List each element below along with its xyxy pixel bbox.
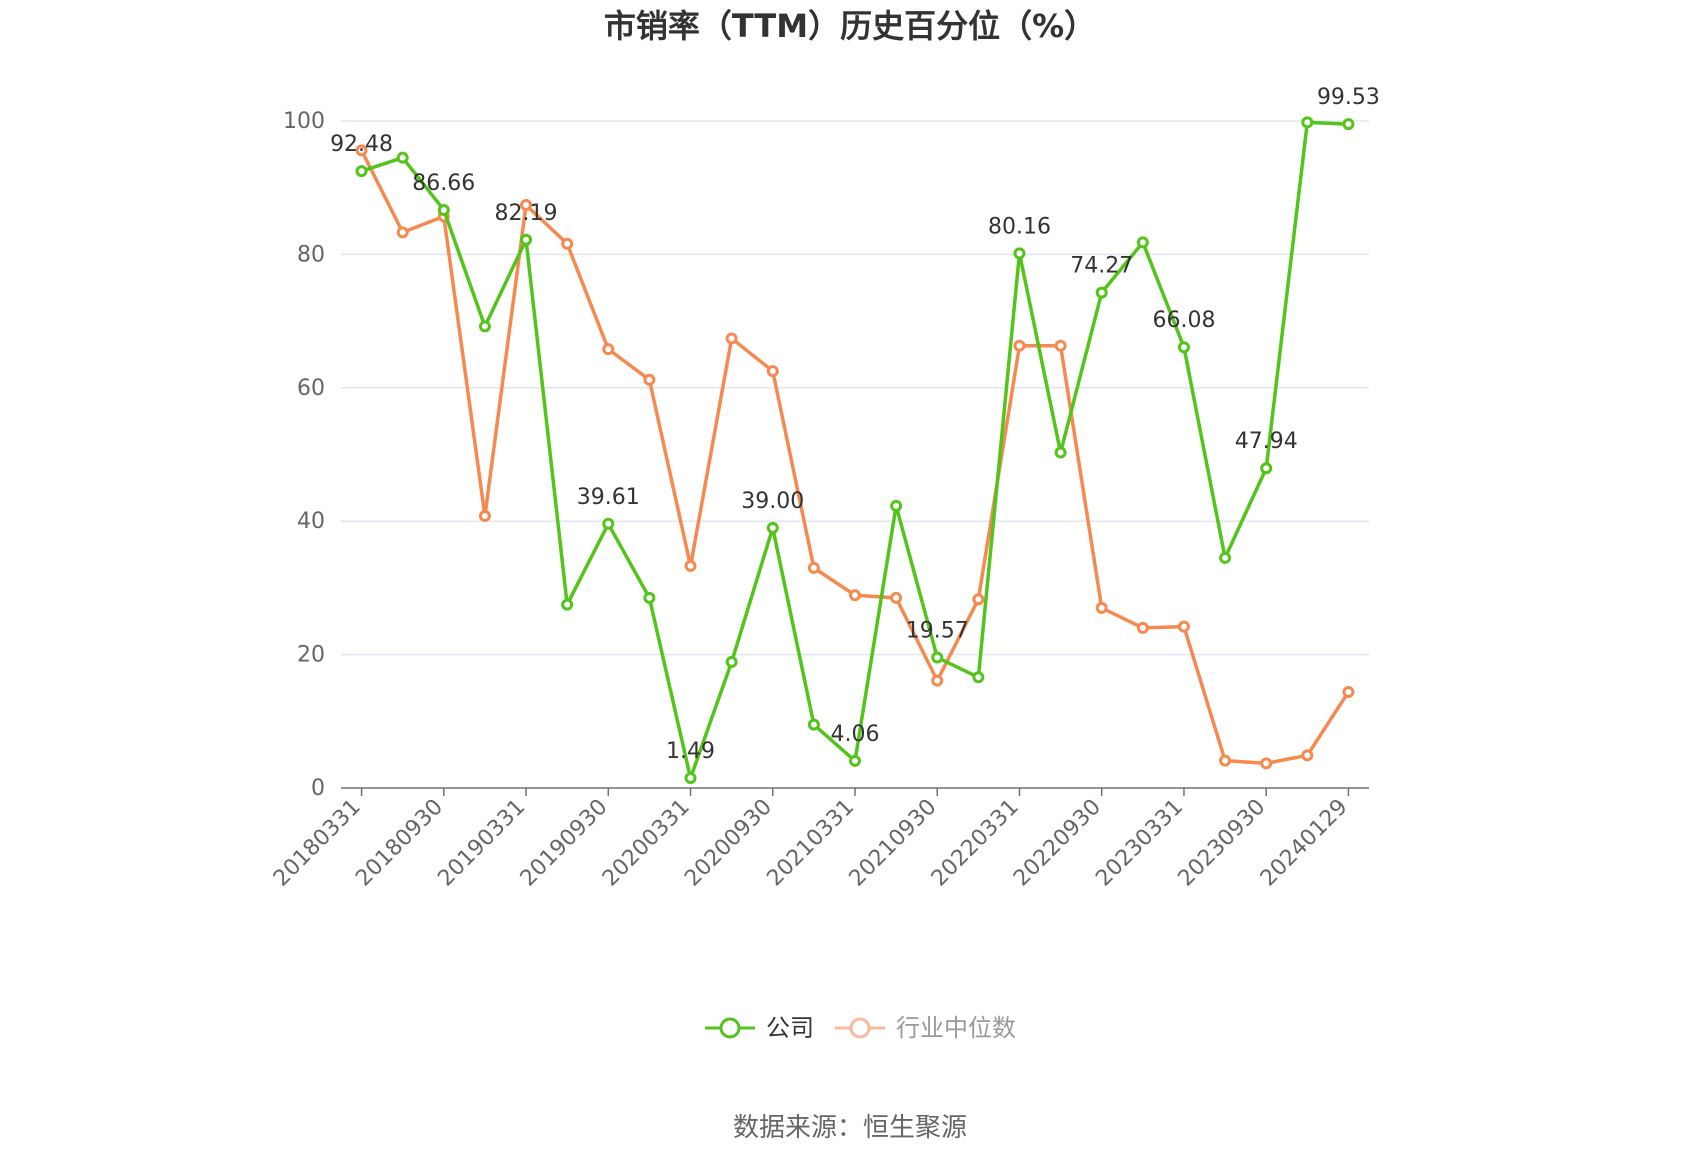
series-0-point[interactable] <box>1136 236 1149 249</box>
series-1-point[interactable] <box>1219 754 1232 767</box>
series-0-point[interactable] <box>1260 462 1273 475</box>
y-tick-label: 100 <box>283 109 325 134</box>
x-tick-label: 20180331 <box>269 795 366 892</box>
y-tick-label: 0 <box>311 776 325 801</box>
data-label: 82.19 <box>495 201 558 226</box>
series-0-point[interactable] <box>1054 446 1067 459</box>
data-labels-layer: 92.48 86.66 82.19 39.61 1.49 39.00 4.06 19.57 80… <box>330 85 1380 764</box>
series-1 <box>355 144 1355 770</box>
data-label: 74.27 <box>1070 254 1133 279</box>
series-1-point[interactable] <box>849 589 861 602</box>
series-0-point[interactable] <box>725 655 738 668</box>
series-0-point[interactable] <box>972 671 985 684</box>
series-1-point[interactable] <box>766 365 779 378</box>
x-tick-label: 20200930 <box>680 795 777 892</box>
series-0-point[interactable] <box>766 521 779 534</box>
series-1-point[interactable] <box>890 591 903 604</box>
series-1-point[interactable] <box>520 199 533 212</box>
series-0-point[interactable] <box>684 772 697 785</box>
data-label: 1.49 <box>666 739 715 764</box>
series-1-point[interactable] <box>725 332 738 345</box>
series-line-1 <box>359 149 1350 766</box>
series-0-point[interactable] <box>1013 247 1026 260</box>
x-tick-label: 20240129 <box>1256 795 1353 892</box>
legend: 公司 行业中位数 <box>705 1014 1016 1042</box>
y-axis-ticks: 0 20 40 60 80 100 <box>283 109 325 801</box>
series-0-point[interactable] <box>890 499 903 512</box>
data-label: 39.61 <box>577 485 640 510</box>
x-tick-label: 20220331 <box>927 795 1024 892</box>
data-label: 80.16 <box>988 214 1051 239</box>
y-tick-label: 20 <box>297 643 325 668</box>
legend-company-circle-icon <box>719 1017 741 1039</box>
data-label: 39.00 <box>741 489 804 514</box>
x-tick-label: 20180930 <box>351 795 448 892</box>
series-layer <box>355 116 1355 785</box>
x-tick-label: 20220930 <box>1009 795 1106 892</box>
series-1-point[interactable] <box>1136 621 1149 634</box>
series-1-point[interactable] <box>561 237 574 250</box>
series-0-point[interactable] <box>396 151 409 164</box>
series-0-point[interactable] <box>1219 551 1232 564</box>
series-0-point[interactable] <box>931 651 944 664</box>
series-1-point[interactable] <box>807 561 820 574</box>
data-label: 4.06 <box>831 722 880 747</box>
data-label: 47.94 <box>1235 429 1298 454</box>
series-1-point[interactable] <box>1260 757 1273 770</box>
series-1-point[interactable] <box>1013 339 1026 352</box>
legend-item-company[interactable]: 公司 <box>705 1014 814 1042</box>
series-1-point[interactable] <box>478 509 491 522</box>
y-tick-label: 60 <box>297 376 325 401</box>
series-1-point[interactable] <box>396 226 409 239</box>
legend-industry-label: 行业中位数 <box>896 1014 1016 1042</box>
series-0-point[interactable] <box>807 718 820 731</box>
series-0-point[interactable] <box>1301 116 1314 129</box>
series-0-point[interactable] <box>561 598 574 611</box>
series-0-point[interactable] <box>478 320 491 333</box>
y-tick-label: 80 <box>297 242 325 267</box>
series-1-point[interactable] <box>643 373 656 386</box>
series-1-point[interactable] <box>1054 339 1067 352</box>
chart-title: 市销率（TTM）历史百分位（%） <box>604 7 1096 45</box>
series-1-point[interactable] <box>602 343 615 356</box>
data-label: 66.08 <box>1152 308 1215 333</box>
series-0-point[interactable] <box>1095 286 1108 299</box>
data-label: 86.66 <box>412 171 475 196</box>
legend-industry-circle-icon <box>849 1017 871 1039</box>
series-0-point[interactable] <box>1177 341 1190 354</box>
series-1-point[interactable] <box>972 593 985 606</box>
x-axis-ticks: 2018033120180930201903312019093020200331… <box>269 788 1353 891</box>
data-label: 99.53 <box>1317 85 1380 110</box>
data-label: 92.48 <box>330 132 393 157</box>
series-0-point[interactable] <box>520 233 533 246</box>
series-0-point[interactable] <box>437 203 450 216</box>
series-0-point[interactable] <box>602 517 615 530</box>
x-tick-label: 20200331 <box>598 795 695 892</box>
series-0-point[interactable] <box>643 591 656 604</box>
legend-company-label: 公司 <box>766 1014 814 1042</box>
series-1-point[interactable] <box>931 674 944 687</box>
series-1-point[interactable] <box>684 559 697 572</box>
series-1-point[interactable] <box>1301 749 1314 762</box>
y-tick-label: 40 <box>297 509 325 534</box>
series-1-point[interactable] <box>1342 685 1355 698</box>
x-tick-label: 20230331 <box>1091 795 1188 892</box>
data-source: 数据来源：恒生聚源 <box>733 1113 967 1143</box>
x-tick-label: 20190331 <box>433 795 530 892</box>
series-0 <box>355 116 1355 785</box>
legend-item-industry[interactable]: 行业中位数 <box>835 1014 1016 1042</box>
series-0-point[interactable] <box>1342 118 1355 131</box>
series-1-point[interactable] <box>1095 601 1108 614</box>
x-tick-label: 20210930 <box>845 795 942 892</box>
series-1-point[interactable] <box>355 144 368 157</box>
series-1-point[interactable] <box>1177 620 1190 633</box>
series-0-point[interactable] <box>849 754 861 767</box>
series-0-point[interactable] <box>355 165 368 178</box>
x-tick-label: 20210331 <box>762 795 859 892</box>
data-label: 19.57 <box>906 618 969 643</box>
grid-layer <box>341 120 1369 656</box>
x-tick-label: 20230930 <box>1174 795 1271 892</box>
x-tick-label: 20190930 <box>516 795 613 892</box>
